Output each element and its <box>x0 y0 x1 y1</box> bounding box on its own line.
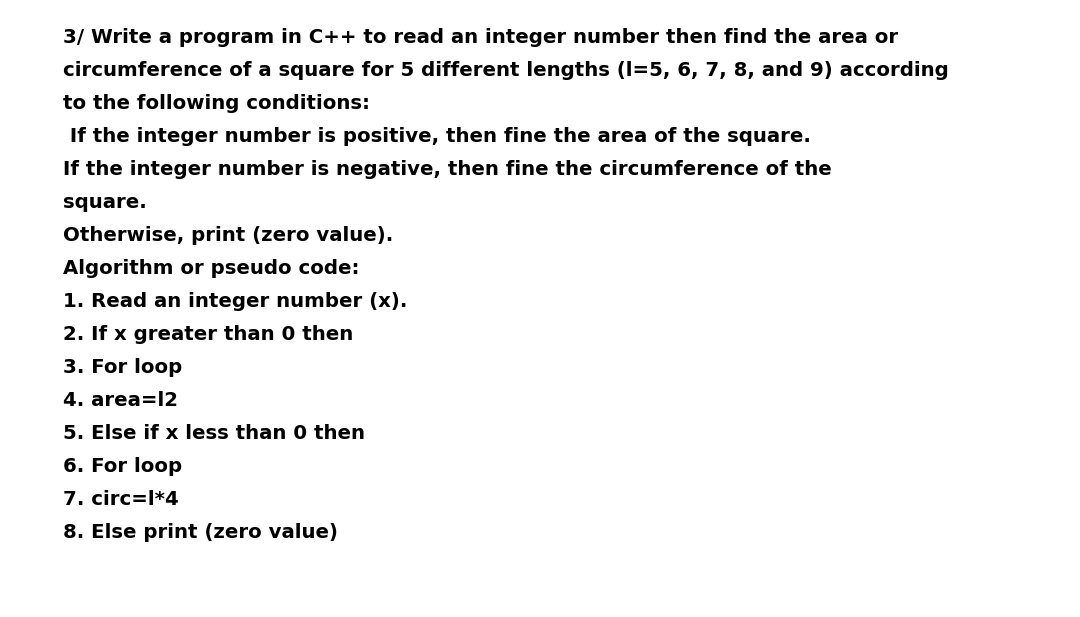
Text: to the following conditions:: to the following conditions: <box>63 94 369 113</box>
Text: 7. circ=l*4: 7. circ=l*4 <box>63 490 178 509</box>
Text: Otherwise, print (zero value).: Otherwise, print (zero value). <box>63 226 393 245</box>
Text: 6. For loop: 6. For loop <box>63 457 181 476</box>
Text: 8. Else print (zero value): 8. Else print (zero value) <box>63 523 338 542</box>
Text: If the integer number is positive, then fine the area of the square.: If the integer number is positive, then … <box>63 127 810 146</box>
Text: 2. If x greater than 0 then: 2. If x greater than 0 then <box>63 325 353 344</box>
Text: circumference of a square for 5 different lengths (l=5, 6, 7, 8, and 9) accordin: circumference of a square for 5 differen… <box>63 61 948 80</box>
Text: 3. For loop: 3. For loop <box>63 358 181 377</box>
Text: 1. Read an integer number (x).: 1. Read an integer number (x). <box>63 292 407 311</box>
Text: Algorithm or pseudo code:: Algorithm or pseudo code: <box>63 259 360 278</box>
Text: 3/ Write a program in C++ to read an integer number then find the area or: 3/ Write a program in C++ to read an int… <box>63 28 897 47</box>
Text: 5. Else if x less than 0 then: 5. Else if x less than 0 then <box>63 424 365 443</box>
Text: square.: square. <box>63 193 147 212</box>
Text: 4. area=l2: 4. area=l2 <box>63 391 177 410</box>
Text: If the integer number is negative, then fine the circumference of the: If the integer number is negative, then … <box>63 160 832 179</box>
